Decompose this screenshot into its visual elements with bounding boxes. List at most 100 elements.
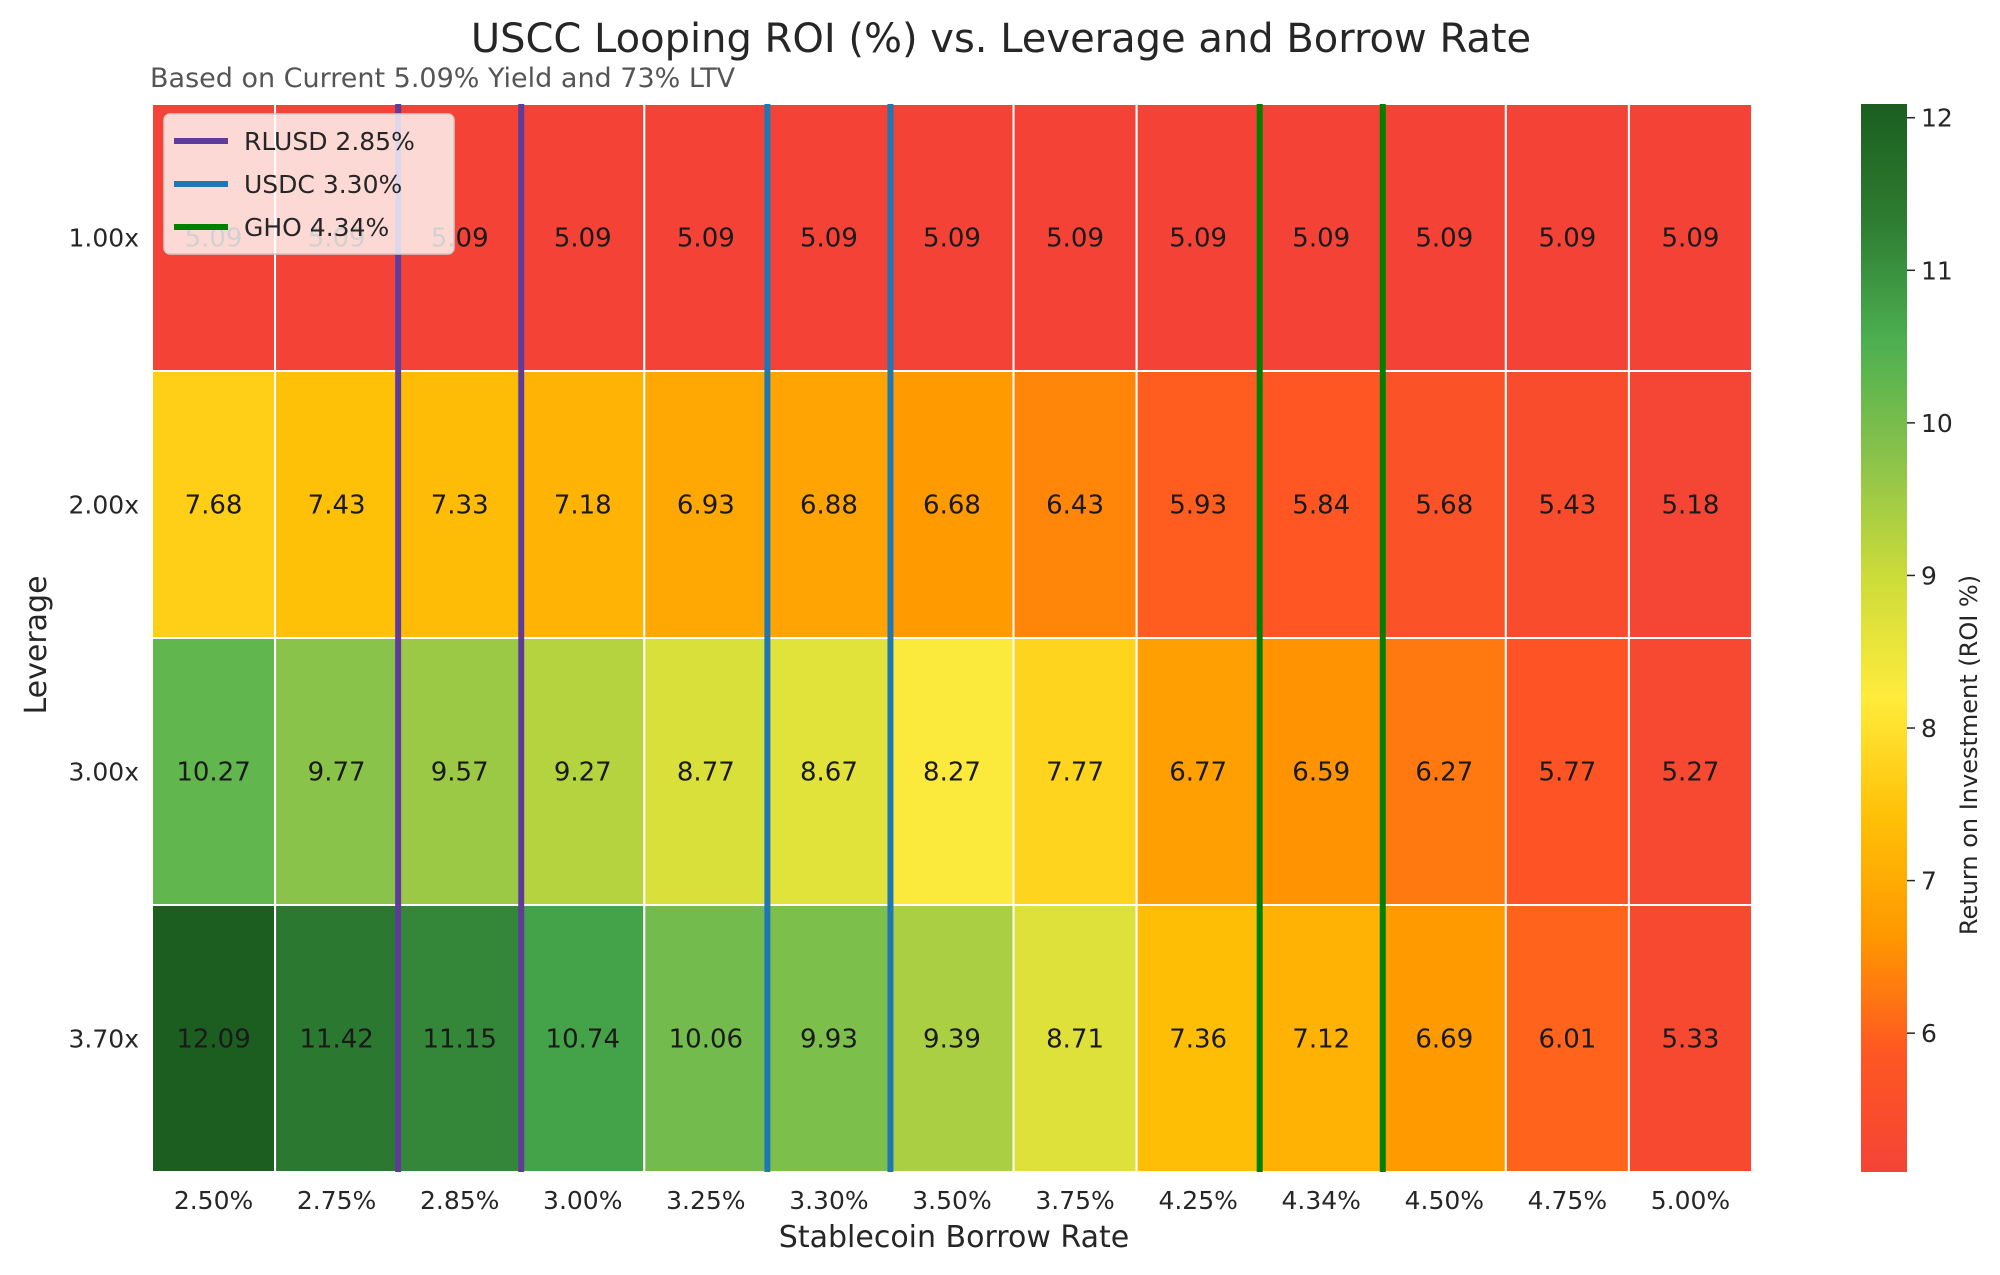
cell-value-label: 5.09 — [1538, 224, 1596, 254]
x-tick-label: 4.34% — [1282, 1186, 1361, 1215]
heatmap-cell — [151, 370, 277, 639]
cell-value-label: 6.27 — [1415, 758, 1473, 788]
legend: RLUSD 2.85% USDC 3.30% GHO 4.34% — [163, 113, 455, 255]
cell-value-label: 7.18 — [554, 491, 612, 521]
cell-value-label: 7.33 — [431, 491, 489, 521]
cell-value-label: 10.74 — [546, 1025, 620, 1055]
heatmap-cell — [1627, 370, 1754, 639]
x-axis-label: Stablecoin Borrow Rate — [779, 1220, 1129, 1255]
cell-value-label: 5.84 — [1292, 491, 1350, 521]
reference-lines — [395, 104, 1386, 1172]
heatmap-cell — [397, 637, 523, 906]
heatmap-cell — [1627, 103, 1754, 372]
heatmap-cells — [151, 103, 1754, 1173]
heatmap-cell — [1258, 103, 1384, 372]
heatmap-cell — [1504, 103, 1630, 372]
colorbar-tick-label: 6 — [1921, 1019, 1937, 1048]
heatmap-cell — [643, 904, 769, 1173]
y-tick-label: 3.70x — [69, 1025, 139, 1054]
cell-value-label: 5.09 — [923, 224, 981, 254]
heatmap-cell — [520, 637, 646, 906]
cell-value-label: 5.09 — [1415, 224, 1473, 254]
x-tick-label: 3.00% — [543, 1186, 622, 1215]
cell-value-label: 6.88 — [800, 491, 858, 521]
heatmap-cell — [889, 370, 1015, 639]
heatmap-cell — [643, 637, 769, 906]
x-tick-label: 2.50% — [174, 1186, 253, 1215]
heatmap-cell — [1627, 904, 1754, 1173]
cell-value-labels: 5.09 5.09 5.09 5.09 5.09 5.09 5.09 5.09 5.09 5.09… — [176, 224, 1719, 1055]
heatmap-cell — [1504, 637, 1630, 906]
x-tick-label: 4.25% — [1158, 1186, 1237, 1215]
heatmap-cell — [643, 370, 769, 639]
heatmap-cell — [1381, 904, 1507, 1173]
legend-entry-label: RLUSD 2.85% — [244, 127, 415, 156]
heatmap-cell — [274, 904, 400, 1173]
heatmap-cell — [1258, 370, 1384, 639]
legend-entry-label: USDC 3.30% — [244, 170, 402, 199]
heatmap-cell — [1258, 637, 1384, 906]
x-tick-label: 2.75% — [297, 1186, 376, 1215]
cell-value-label: 5.09 — [677, 224, 735, 254]
cell-value-label: 5.09 — [1169, 224, 1227, 254]
heatmap-cell — [274, 370, 400, 639]
colorbar-tick-label: 11 — [1921, 256, 1953, 285]
cell-value-label: 5.09 — [1662, 224, 1720, 254]
cell-value-label: 10.27 — [176, 758, 250, 788]
cell-value-label: 8.27 — [923, 758, 981, 788]
heatmap-cell — [766, 904, 892, 1173]
cell-value-label: 5.09 — [1292, 224, 1350, 254]
heatmap-cell — [1381, 370, 1507, 639]
cell-value-label: 5.09 — [800, 224, 858, 254]
colorbar: 6 7 8 9 10 11 12 — [1861, 104, 1953, 1172]
x-tick-label: 4.75% — [1528, 1186, 1607, 1215]
cell-value-label: 9.27 — [554, 758, 612, 788]
cell-value-label: 9.93 — [800, 1025, 858, 1055]
cell-value-label: 6.01 — [1538, 1025, 1596, 1055]
axes: 2.50% 2.75% 2.85% 3.00% 3.25% 3.30% 3.50% 3.75%… — [69, 224, 1731, 1216]
colorbar-tick-label: 12 — [1921, 104, 1953, 133]
heatmap-cell — [1012, 103, 1138, 372]
legend-box — [163, 113, 455, 255]
heatmap-cell — [520, 370, 646, 639]
cell-value-label: 11.42 — [299, 1025, 373, 1055]
y-tick-label: 2.00x — [69, 491, 139, 520]
heatmap-cell — [1135, 637, 1261, 906]
colorbar-label: Return on Investment (ROI %) — [1955, 575, 1983, 935]
cell-value-label: 11.15 — [422, 1025, 496, 1055]
cell-value-label: 5.27 — [1662, 758, 1720, 788]
cell-value-label: 6.59 — [1292, 758, 1350, 788]
heatmap-cell — [1627, 637, 1754, 906]
heatmap-cell — [1012, 904, 1138, 1173]
y-axis-label: Leverage — [19, 575, 54, 714]
cell-value-label: 6.77 — [1169, 758, 1227, 788]
cell-value-label: 7.77 — [1046, 758, 1104, 788]
cell-value-label: 6.43 — [1046, 491, 1104, 521]
heatmap-cell — [1504, 904, 1630, 1173]
legend-entry-label: GHO 4.34% — [244, 213, 389, 242]
heatmap-cell — [397, 904, 523, 1173]
colorbar-tick-label: 7 — [1921, 867, 1937, 896]
heatmap-cell — [889, 904, 1015, 1173]
x-tick-label: 3.50% — [912, 1186, 991, 1215]
chart-subtitle: Based on Current 5.09% Yield and 73% LTV — [150, 63, 736, 94]
cell-value-label: 8.71 — [1046, 1025, 1104, 1055]
cell-value-label: 9.39 — [923, 1025, 981, 1055]
x-tick-label: 5.00% — [1651, 1186, 1730, 1215]
heatmap-cell — [520, 904, 646, 1173]
x-tick-label: 4.50% — [1405, 1186, 1484, 1215]
x-tick-label: 3.30% — [789, 1186, 868, 1215]
x-tick-label: 3.25% — [666, 1186, 745, 1215]
cell-value-label: 7.12 — [1292, 1025, 1350, 1055]
x-tick-label: 3.75% — [1035, 1186, 1114, 1215]
cell-value-label: 5.09 — [554, 224, 612, 254]
heatmap-cell — [1504, 370, 1630, 639]
cell-value-label: 5.77 — [1538, 758, 1596, 788]
colorbar-tick-label: 10 — [1921, 409, 1953, 438]
cell-value-label: 5.09 — [1046, 224, 1104, 254]
cell-value-label: 5.68 — [1415, 491, 1473, 521]
cell-value-label: 7.68 — [185, 491, 243, 521]
cell-value-label: 7.36 — [1169, 1025, 1227, 1055]
